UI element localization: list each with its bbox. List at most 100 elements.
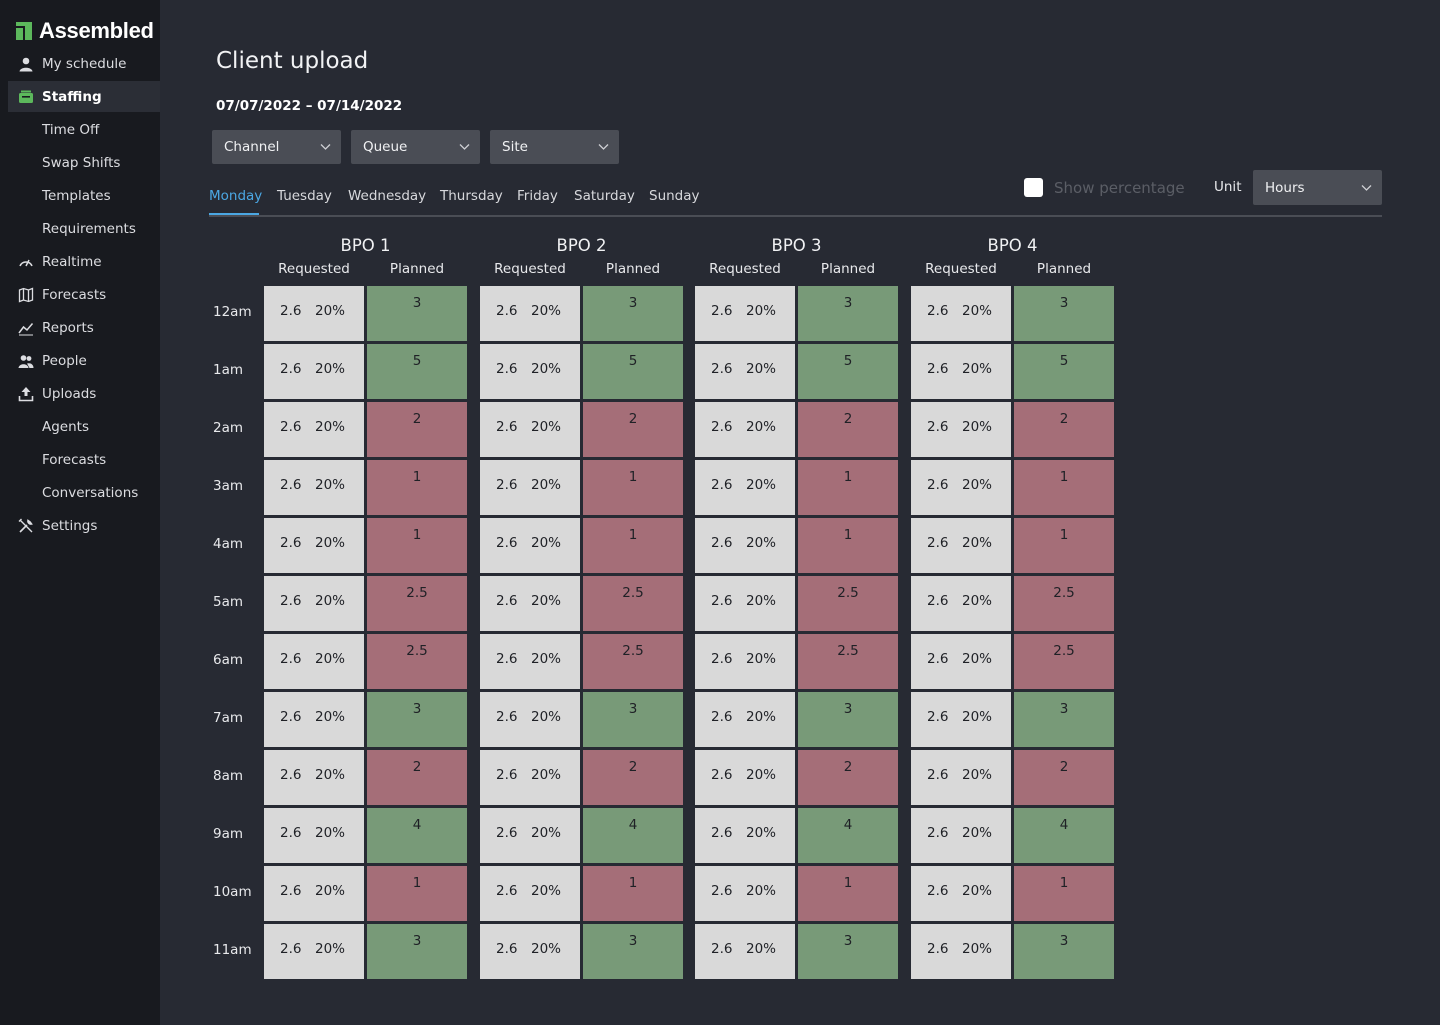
requested-cell[interactable]: 2.6 20% — [480, 692, 580, 747]
sidebar-item-settings[interactable]: Settings — [8, 510, 160, 541]
requested-cell[interactable]: 2.6 20% — [480, 750, 580, 805]
requested-cell[interactable]: 2.6 20% — [911, 460, 1011, 515]
requested-cell[interactable]: 2.6 20% — [480, 634, 580, 689]
requested-cell[interactable]: 2.6 20% — [264, 402, 364, 457]
planned-cell[interactable]: 2 — [367, 402, 467, 457]
requested-cell[interactable]: 2.6 20% — [264, 750, 364, 805]
requested-cell[interactable]: 2.6 20% — [264, 924, 364, 979]
planned-cell[interactable]: 1 — [367, 460, 467, 515]
planned-cell[interactable]: 1 — [367, 518, 467, 573]
planned-cell[interactable]: 2 — [367, 750, 467, 805]
site-dropdown[interactable]: Site — [490, 130, 619, 164]
planned-cell[interactable]: 1 — [1014, 866, 1114, 921]
sidebar-item-reports[interactable]: Reports — [8, 312, 160, 343]
planned-cell[interactable]: 2.5 — [583, 576, 683, 631]
sidebar-item-time-off[interactable]: Time Off — [8, 114, 160, 145]
planned-cell[interactable]: 2.5 — [798, 634, 898, 689]
requested-cell[interactable]: 2.6 20% — [911, 576, 1011, 631]
requested-cell[interactable]: 2.6 20% — [480, 866, 580, 921]
tab-saturday[interactable]: Saturday — [574, 188, 635, 204]
planned-cell[interactable]: 5 — [367, 344, 467, 399]
planned-cell[interactable]: 1 — [583, 460, 683, 515]
planned-cell[interactable]: 5 — [583, 344, 683, 399]
requested-cell[interactable]: 2.6 20% — [695, 576, 795, 631]
planned-cell[interactable]: 2.5 — [798, 576, 898, 631]
planned-cell[interactable]: 3 — [583, 924, 683, 979]
requested-cell[interactable]: 2.6 20% — [264, 692, 364, 747]
planned-cell[interactable]: 2 — [583, 402, 683, 457]
requested-cell[interactable]: 2.6 20% — [695, 634, 795, 689]
requested-cell[interactable]: 2.6 20% — [911, 286, 1011, 341]
sidebar-item-swap-shifts[interactable]: Swap Shifts — [8, 147, 160, 178]
sidebar-item-agents[interactable]: Agents — [8, 411, 160, 442]
sidebar-item-people[interactable]: People — [8, 345, 160, 376]
requested-cell[interactable]: 2.6 20% — [911, 866, 1011, 921]
requested-cell[interactable]: 2.6 20% — [264, 286, 364, 341]
planned-cell[interactable]: 2.5 — [367, 634, 467, 689]
sidebar-item-templates[interactable]: Templates — [8, 180, 160, 211]
unit-select[interactable]: Hours — [1253, 170, 1382, 205]
planned-cell[interactable]: 1 — [798, 866, 898, 921]
planned-cell[interactable]: 1 — [367, 866, 467, 921]
requested-cell[interactable]: 2.6 20% — [695, 518, 795, 573]
planned-cell[interactable]: 2.5 — [1014, 634, 1114, 689]
requested-cell[interactable]: 2.6 20% — [911, 402, 1011, 457]
requested-cell[interactable]: 2.6 20% — [911, 808, 1011, 863]
planned-cell[interactable]: 3 — [367, 924, 467, 979]
planned-cell[interactable]: 3 — [798, 924, 898, 979]
planned-cell[interactable]: 4 — [583, 808, 683, 863]
requested-cell[interactable]: 2.6 20% — [695, 808, 795, 863]
requested-cell[interactable]: 2.6 20% — [264, 866, 364, 921]
planned-cell[interactable]: 3 — [1014, 924, 1114, 979]
planned-cell[interactable]: 2 — [1014, 402, 1114, 457]
requested-cell[interactable]: 2.6 20% — [264, 808, 364, 863]
queue-dropdown[interactable]: Queue — [351, 130, 480, 164]
requested-cell[interactable]: 2.6 20% — [480, 924, 580, 979]
planned-cell[interactable]: 3 — [798, 286, 898, 341]
requested-cell[interactable]: 2.6 20% — [695, 924, 795, 979]
requested-cell[interactable]: 2.6 20% — [480, 518, 580, 573]
requested-cell[interactable]: 2.6 20% — [911, 634, 1011, 689]
planned-cell[interactable]: 3 — [1014, 286, 1114, 341]
requested-cell[interactable]: 2.6 20% — [911, 924, 1011, 979]
requested-cell[interactable]: 2.6 20% — [264, 460, 364, 515]
tab-tuesday[interactable]: Tuesday — [277, 188, 332, 204]
planned-cell[interactable]: 5 — [798, 344, 898, 399]
planned-cell[interactable]: 3 — [798, 692, 898, 747]
requested-cell[interactable]: 2.6 20% — [480, 460, 580, 515]
tab-sunday[interactable]: Sunday — [649, 188, 700, 204]
tab-thursday[interactable]: Thursday — [440, 188, 503, 204]
requested-cell[interactable]: 2.6 20% — [695, 866, 795, 921]
requested-cell[interactable]: 2.6 20% — [911, 692, 1011, 747]
planned-cell[interactable]: 2.5 — [583, 634, 683, 689]
requested-cell[interactable]: 2.6 20% — [695, 402, 795, 457]
sidebar-item-conversations[interactable]: Conversations — [8, 477, 160, 508]
planned-cell[interactable]: 3 — [367, 692, 467, 747]
planned-cell[interactable]: 4 — [798, 808, 898, 863]
assembled-logo[interactable]: Assembled — [16, 18, 154, 44]
requested-cell[interactable]: 2.6 20% — [480, 402, 580, 457]
requested-cell[interactable]: 2.6 20% — [695, 286, 795, 341]
requested-cell[interactable]: 2.6 20% — [911, 344, 1011, 399]
requested-cell[interactable]: 2.6 20% — [695, 460, 795, 515]
requested-cell[interactable]: 2.6 20% — [264, 518, 364, 573]
requested-cell[interactable]: 2.6 20% — [264, 576, 364, 631]
show-percentage-checkbox[interactable] — [1024, 178, 1043, 197]
planned-cell[interactable]: 2.5 — [367, 576, 467, 631]
planned-cell[interactable]: 2 — [583, 750, 683, 805]
planned-cell[interactable]: 2 — [798, 402, 898, 457]
tab-monday[interactable]: Monday — [209, 188, 263, 204]
show-percentage-toggle[interactable]: Show percentage — [1024, 178, 1185, 197]
requested-cell[interactable]: 2.6 20% — [480, 344, 580, 399]
requested-cell[interactable]: 2.6 20% — [695, 750, 795, 805]
planned-cell[interactable]: 3 — [583, 692, 683, 747]
requested-cell[interactable]: 2.6 20% — [480, 576, 580, 631]
planned-cell[interactable]: 3 — [583, 286, 683, 341]
requested-cell[interactable]: 2.6 20% — [911, 750, 1011, 805]
sidebar-item-requirements[interactable]: Requirements — [8, 213, 160, 244]
sidebar-item-realtime[interactable]: Realtime — [8, 246, 160, 277]
sidebar-item-my-schedule[interactable]: My schedule — [8, 48, 160, 79]
planned-cell[interactable]: 1 — [798, 518, 898, 573]
planned-cell[interactable]: 3 — [1014, 692, 1114, 747]
requested-cell[interactable]: 2.6 20% — [695, 692, 795, 747]
